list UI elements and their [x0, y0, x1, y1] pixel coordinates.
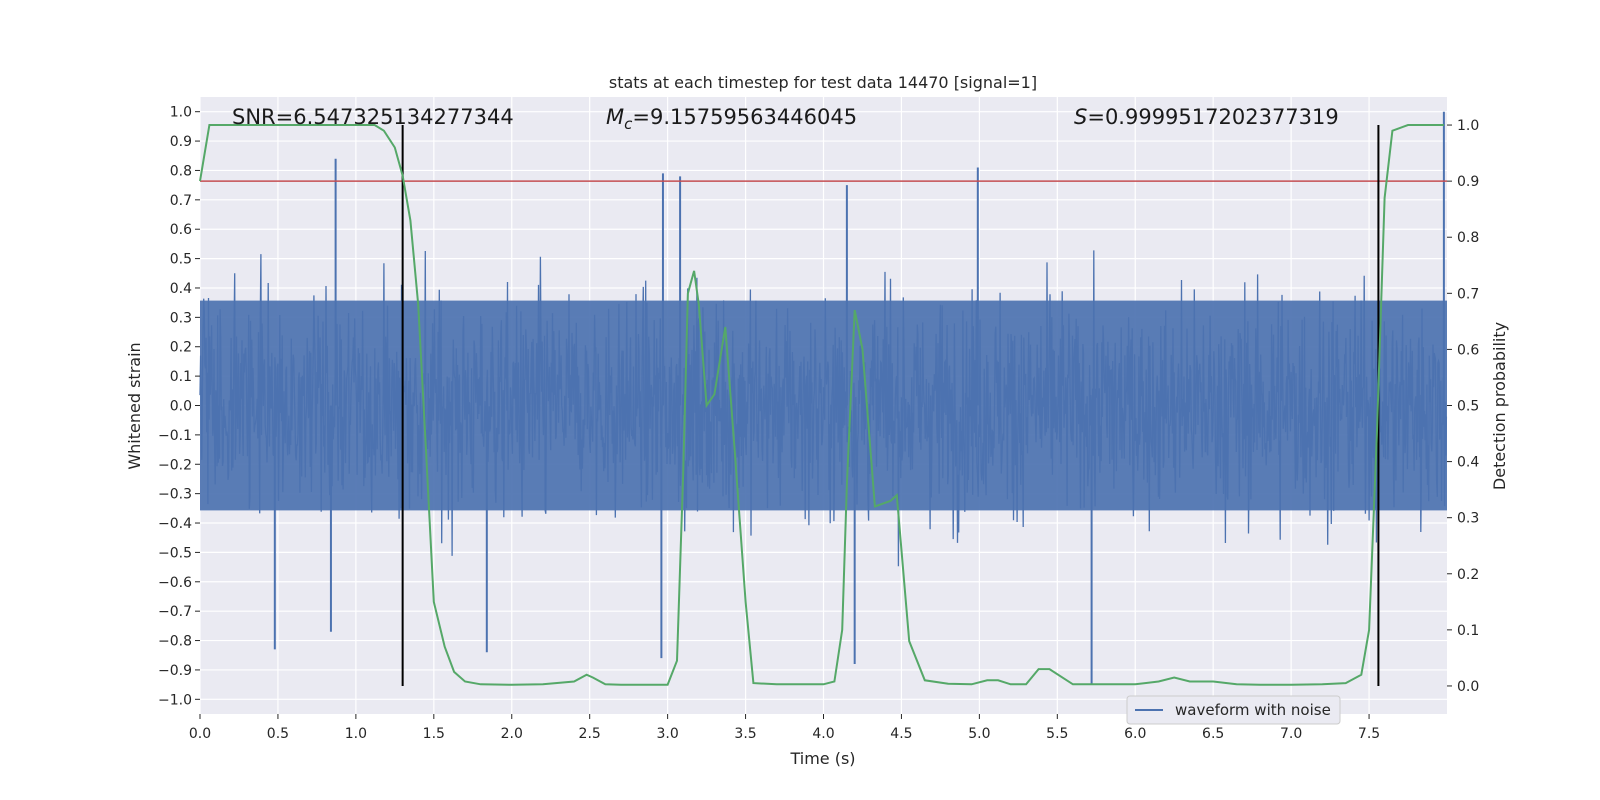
y-tick-label: 0.9 [170, 134, 192, 150]
y-tick-label: 0.2 [170, 340, 192, 356]
y-tick-label: 0.1 [170, 369, 192, 385]
x-axis-ticks: 0.0 0.5 1.0 1.5 2.0 2.5 3.0 3.5 4.0 4.5 5.0 5.5 6.0 6… [189, 714, 1380, 742]
probability-line [199, 124, 1444, 686]
x-tick-label: 1.0 [345, 726, 367, 742]
y-tick-label: −0.6 [158, 575, 192, 591]
overlays [199, 124, 1447, 686]
y2-tick-label: 0.2 [1457, 567, 1479, 583]
y2-tick-label: 0.6 [1457, 342, 1479, 358]
y-tick-label: −0.8 [158, 634, 192, 650]
y2-tick-label: 0.5 [1457, 399, 1479, 415]
y2-tick-label: 0.8 [1457, 230, 1479, 246]
y-tick-label: −0.4 [158, 516, 192, 532]
x-tick-label: 3.0 [656, 726, 678, 742]
y-tick-label: −0.1 [158, 428, 192, 444]
x-tick-label: 1.5 [423, 726, 445, 742]
y-tick-label: 0.7 [170, 193, 192, 209]
x-tick-label: 6.0 [1124, 726, 1146, 742]
x-tick-label: 7.0 [1280, 726, 1302, 742]
chirp-mass-symbol: M [606, 105, 624, 129]
y-tick-label: −0.3 [158, 487, 192, 503]
y2-tick-label: 0.4 [1457, 455, 1479, 471]
y-tick-label: −1.0 [158, 692, 192, 708]
significance-value: =0.9999517202377319 [1087, 105, 1338, 129]
y-tick-label: 0.0 [170, 399, 192, 415]
y-tick-label: −0.7 [158, 604, 192, 620]
y2-tick-label: 0.1 [1457, 623, 1479, 639]
x-tick-label: 0.5 [267, 726, 289, 742]
y-axis-ticks: 1.0 0.9 0.8 0.7 0.6 0.5 0.4 0.3 0.2 0.1 0.0 −0.1 −0.… [158, 105, 200, 708]
chirp-mass-value: =9.15759563446045 [632, 105, 857, 129]
legend-label: waveform with noise [1175, 701, 1331, 719]
x-tick-label: 5.5 [1046, 726, 1068, 742]
significance-annotation: S=0.9999517202377319 [1074, 105, 1339, 129]
x-tick-label: 6.5 [1202, 726, 1224, 742]
x-tick-label: 4.5 [890, 726, 912, 742]
x-axis-label: Time (s) [789, 749, 855, 768]
y-tick-label: 0.6 [170, 222, 192, 238]
y2-axis-ticks: 1.0 0.9 0.8 0.7 0.6 0.5 0.4 0.3 0.2 0.1 0.0 [1447, 118, 1479, 695]
y-tick-label: 0.5 [170, 252, 192, 268]
y-axis-label: Whitened strain [125, 342, 144, 469]
legend-box [1126, 695, 1341, 725]
x-tick-label: 3.5 [734, 726, 756, 742]
waveform-core [200, 300, 1447, 511]
snr-annotation: SNR=6.547325134277344 [232, 105, 514, 129]
y2-tick-label: 0.9 [1457, 174, 1479, 190]
x-tick-label: 7.5 [1358, 726, 1380, 742]
y2-tick-label: 0.7 [1457, 286, 1479, 302]
chart-title: stats at each timestep for test data 144… [609, 73, 1037, 92]
y2-tick-label: 1.0 [1457, 118, 1479, 134]
significance-symbol: S [1074, 105, 1087, 129]
y2-tick-label: 0.3 [1457, 511, 1479, 527]
y-tick-label: 1.0 [170, 105, 192, 121]
legend: waveform with noise [1126, 695, 1341, 725]
y-tick-label: −0.2 [158, 457, 192, 473]
x-tick-label: 2.5 [579, 726, 601, 742]
x-tick-label: 5.0 [968, 726, 990, 742]
y-tick-label: 0.8 [170, 163, 192, 179]
x-tick-label: 2.0 [501, 726, 523, 742]
x-tick-label: 0.0 [189, 726, 211, 742]
y2-axis-label: Detection probability [1490, 322, 1509, 490]
y-tick-label: 0.4 [170, 281, 192, 297]
chirp-mass-annotation: Mc=9.15759563446045 [606, 105, 857, 133]
y-tick-label: −0.9 [158, 663, 192, 679]
y-tick-label: 0.3 [170, 310, 192, 326]
y2-tick-label: 0.0 [1457, 679, 1479, 695]
y-tick-label: −0.5 [158, 545, 192, 561]
waveform-series [199, 111, 1448, 685]
x-tick-label: 4.0 [812, 726, 834, 742]
chirp-mass-subscript: c [624, 115, 633, 133]
